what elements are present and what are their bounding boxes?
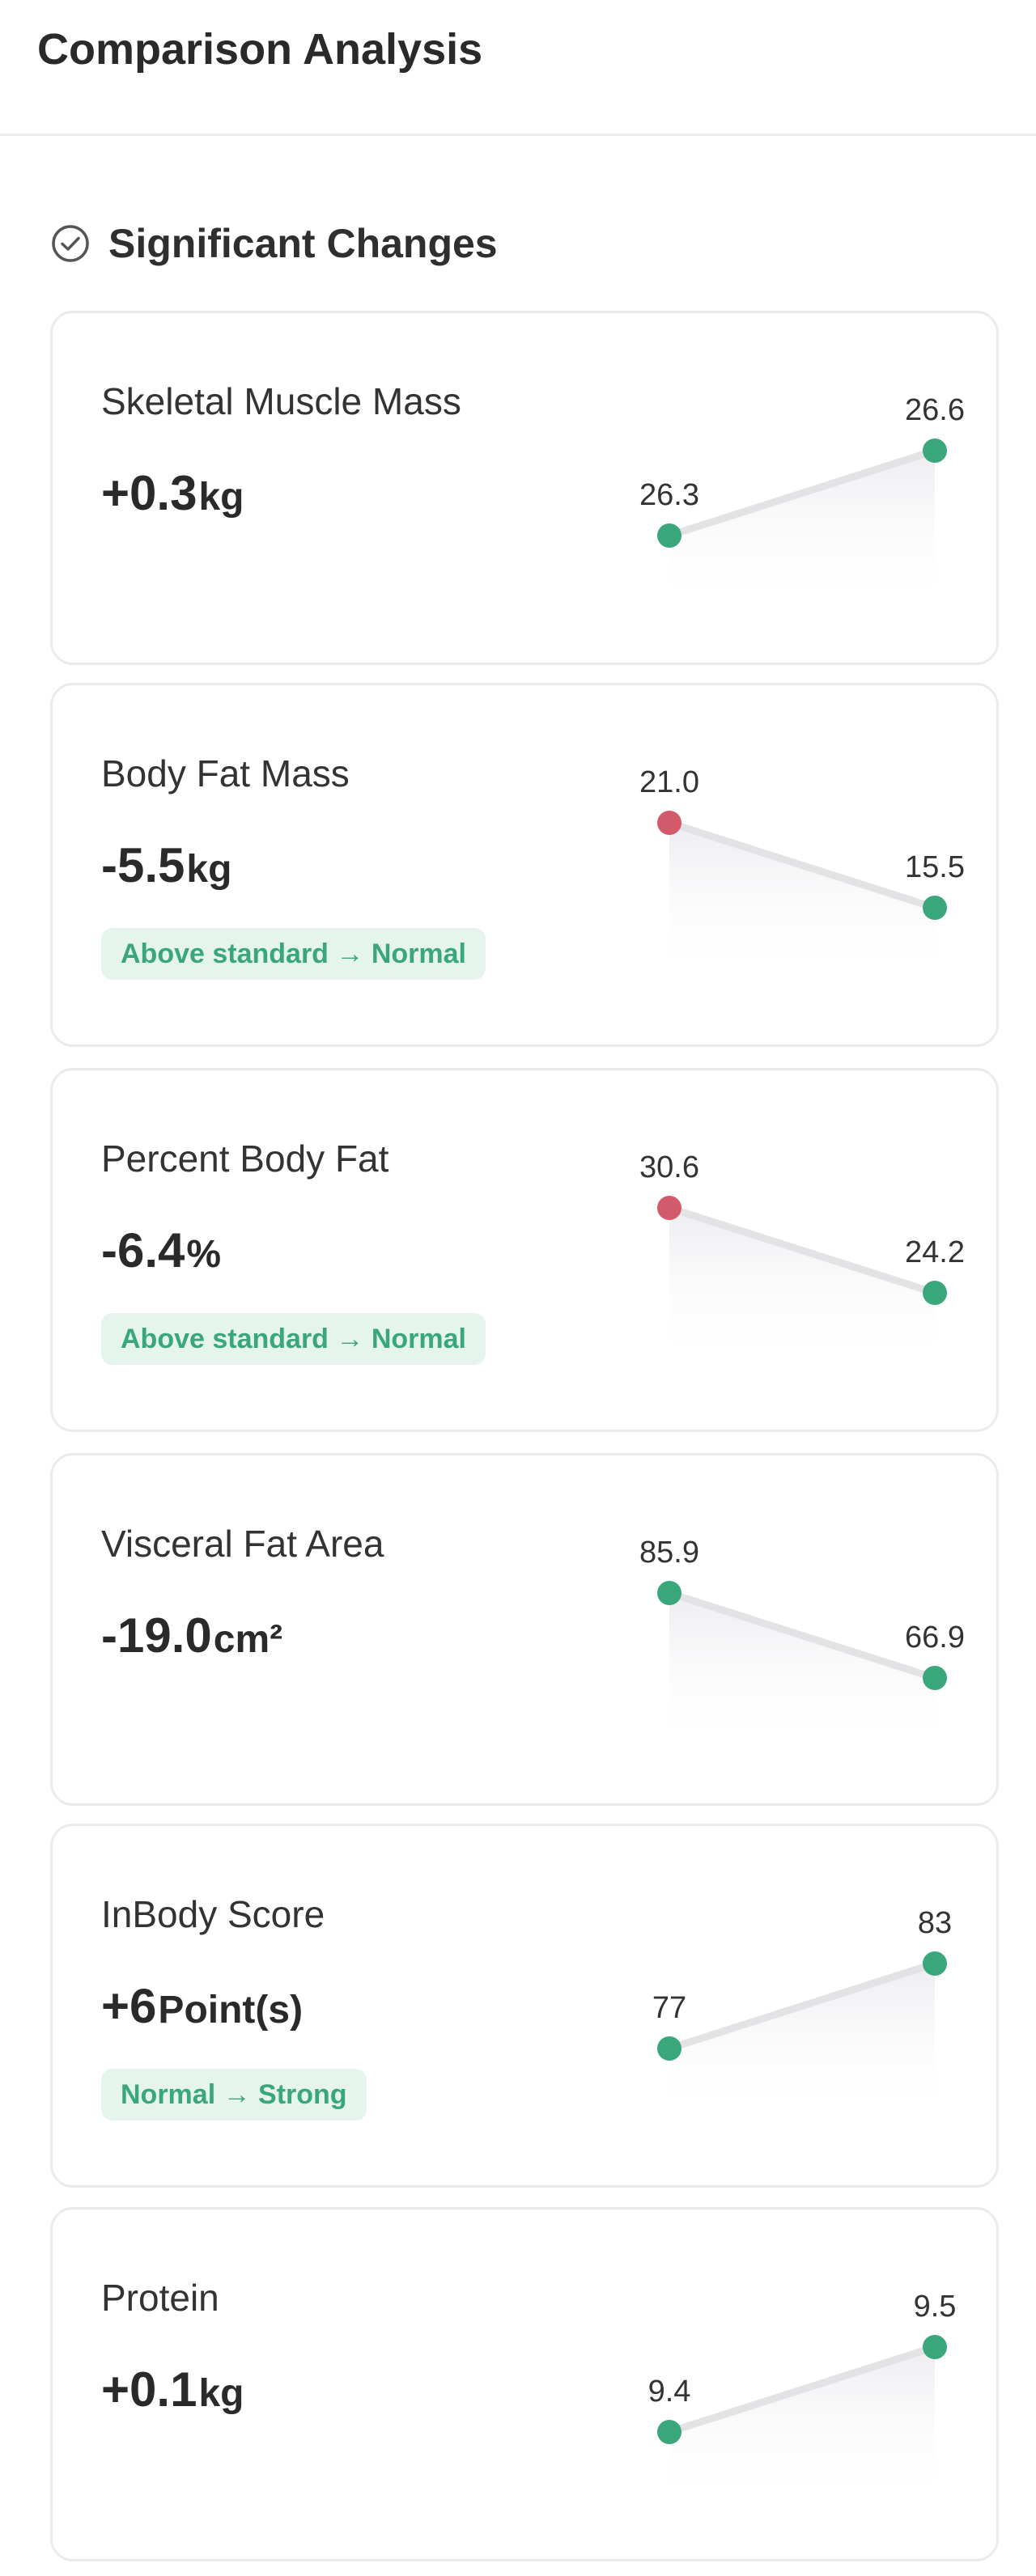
metric-change-value: -19.0 [101, 1608, 212, 1663]
after-value-label: 15.5 [905, 850, 965, 884]
before-value-label: 26.3 [639, 478, 699, 512]
metric-change-value: +0.1 [101, 2362, 197, 2417]
trend-line [665, 1204, 939, 1297]
metric-change: -5.5 kg [101, 837, 231, 893]
after-value-label: 26.6 [905, 393, 965, 427]
trend-area [669, 1964, 935, 2121]
before-value-label: 9.4 [648, 2375, 691, 2409]
metric-change-value: +0.3 [101, 466, 197, 520]
metric-change: +0.3 kg [101, 465, 244, 521]
after-point [923, 896, 947, 920]
metric-change-value: +6 [101, 1979, 157, 2033]
before-value-label: 85.9 [639, 1536, 699, 1570]
before-point [657, 523, 681, 548]
trend-sparkline: 77 83 [652, 1906, 952, 2121]
after-point [923, 1666, 947, 1690]
after-point [923, 2335, 947, 2359]
trend-area [669, 823, 935, 981]
trend-area [669, 2347, 935, 2505]
metric-change: -6.4 % [101, 1222, 221, 1278]
after-value-label: 66.9 [905, 1621, 965, 1654]
before-point [657, 811, 681, 835]
metric-change: -19.0 cm² [101, 1608, 282, 1663]
before-value-label: 77 [652, 1991, 686, 2025]
trend-area [669, 1593, 935, 1751]
metric-card-visceral-fat-area[interactable]: Visceral Fat Area -19.0 cm² 85.9 66.9 [50, 1453, 999, 1806]
metric-unit: kg [186, 848, 232, 891]
status-badge: Above standard → Normal [101, 928, 486, 980]
metric-name: Percent Body Fat [101, 1138, 389, 1180]
trend-line [665, 1960, 939, 2053]
after-point [923, 1951, 947, 1976]
trend-sparkline: 26.3 26.6 [639, 393, 965, 608]
status-badge: Normal → Strong [101, 2069, 367, 2121]
metric-change-value: -6.4 [101, 1223, 185, 1277]
before-point [657, 2036, 681, 2061]
check-circle-icon [52, 225, 89, 262]
top-bar: Comparison Analysis [0, 0, 1036, 136]
trend-area [669, 1208, 935, 1366]
metric-name: Body Fat Mass [101, 752, 350, 794]
before-point [657, 2420, 681, 2444]
after-value-label: 9.5 [914, 2290, 957, 2324]
metric-name: Skeletal Muscle Mass [101, 380, 461, 422]
metric-name: Visceral Fat Area [101, 1523, 384, 1565]
trend-line [665, 1589, 939, 1682]
before-value-label: 30.6 [639, 1150, 699, 1184]
metric-unit: kg [198, 476, 244, 519]
section-header: Significant Changes [50, 215, 498, 272]
metric-unit: kg [198, 2372, 244, 2415]
status-badge: Above standard → Normal [101, 1313, 486, 1365]
trend-line [665, 2343, 939, 2436]
page-title: Comparison Analysis [37, 25, 483, 74]
metric-name: Protein [101, 2277, 219, 2319]
trend-sparkline: 85.9 66.9 [639, 1536, 965, 1751]
metric-change: +6 Point(s) [101, 1978, 303, 2034]
metric-unit: cm² [213, 1618, 283, 1661]
after-point [923, 439, 947, 463]
metric-unit: Point(s) [158, 1989, 304, 2032]
trend-line [665, 819, 939, 912]
trend-sparkline: 9.4 9.5 [648, 2290, 957, 2505]
metric-name: InBody Score [101, 1893, 325, 1935]
before-value-label: 21.0 [639, 765, 699, 799]
before-point [657, 1196, 681, 1220]
metric-card-percent-body-fat[interactable]: Percent Body Fat -6.4 % Above standard →… [50, 1068, 999, 1432]
after-value-label: 83 [918, 1906, 952, 1940]
section-title: Significant Changes [108, 221, 498, 266]
metric-card-body-fat-mass[interactable]: Body Fat Mass -5.5 kg Above standard → N… [50, 683, 999, 1047]
after-value-label: 24.2 [905, 1235, 965, 1269]
metric-change: +0.1 kg [101, 2362, 244, 2417]
trend-line [665, 447, 939, 540]
metric-card-protein[interactable]: Protein +0.1 kg 9.4 9.5 [50, 2207, 999, 2561]
metric-card-skeletal-muscle-mass[interactable]: Skeletal Muscle Mass +0.3 kg 26.3 26.6 [50, 311, 999, 665]
metric-unit: % [186, 1233, 222, 1276]
trend-area [669, 451, 935, 608]
trend-sparkline: 21.0 15.5 [639, 765, 965, 981]
metric-card-inbody-score[interactable]: InBody Score +6 Point(s) Normal → Strong… [50, 1824, 999, 2188]
trend-sparkline: 30.6 24.2 [639, 1150, 965, 1366]
after-point [923, 1281, 947, 1305]
before-point [657, 1581, 681, 1605]
metric-change-value: -5.5 [101, 838, 185, 892]
